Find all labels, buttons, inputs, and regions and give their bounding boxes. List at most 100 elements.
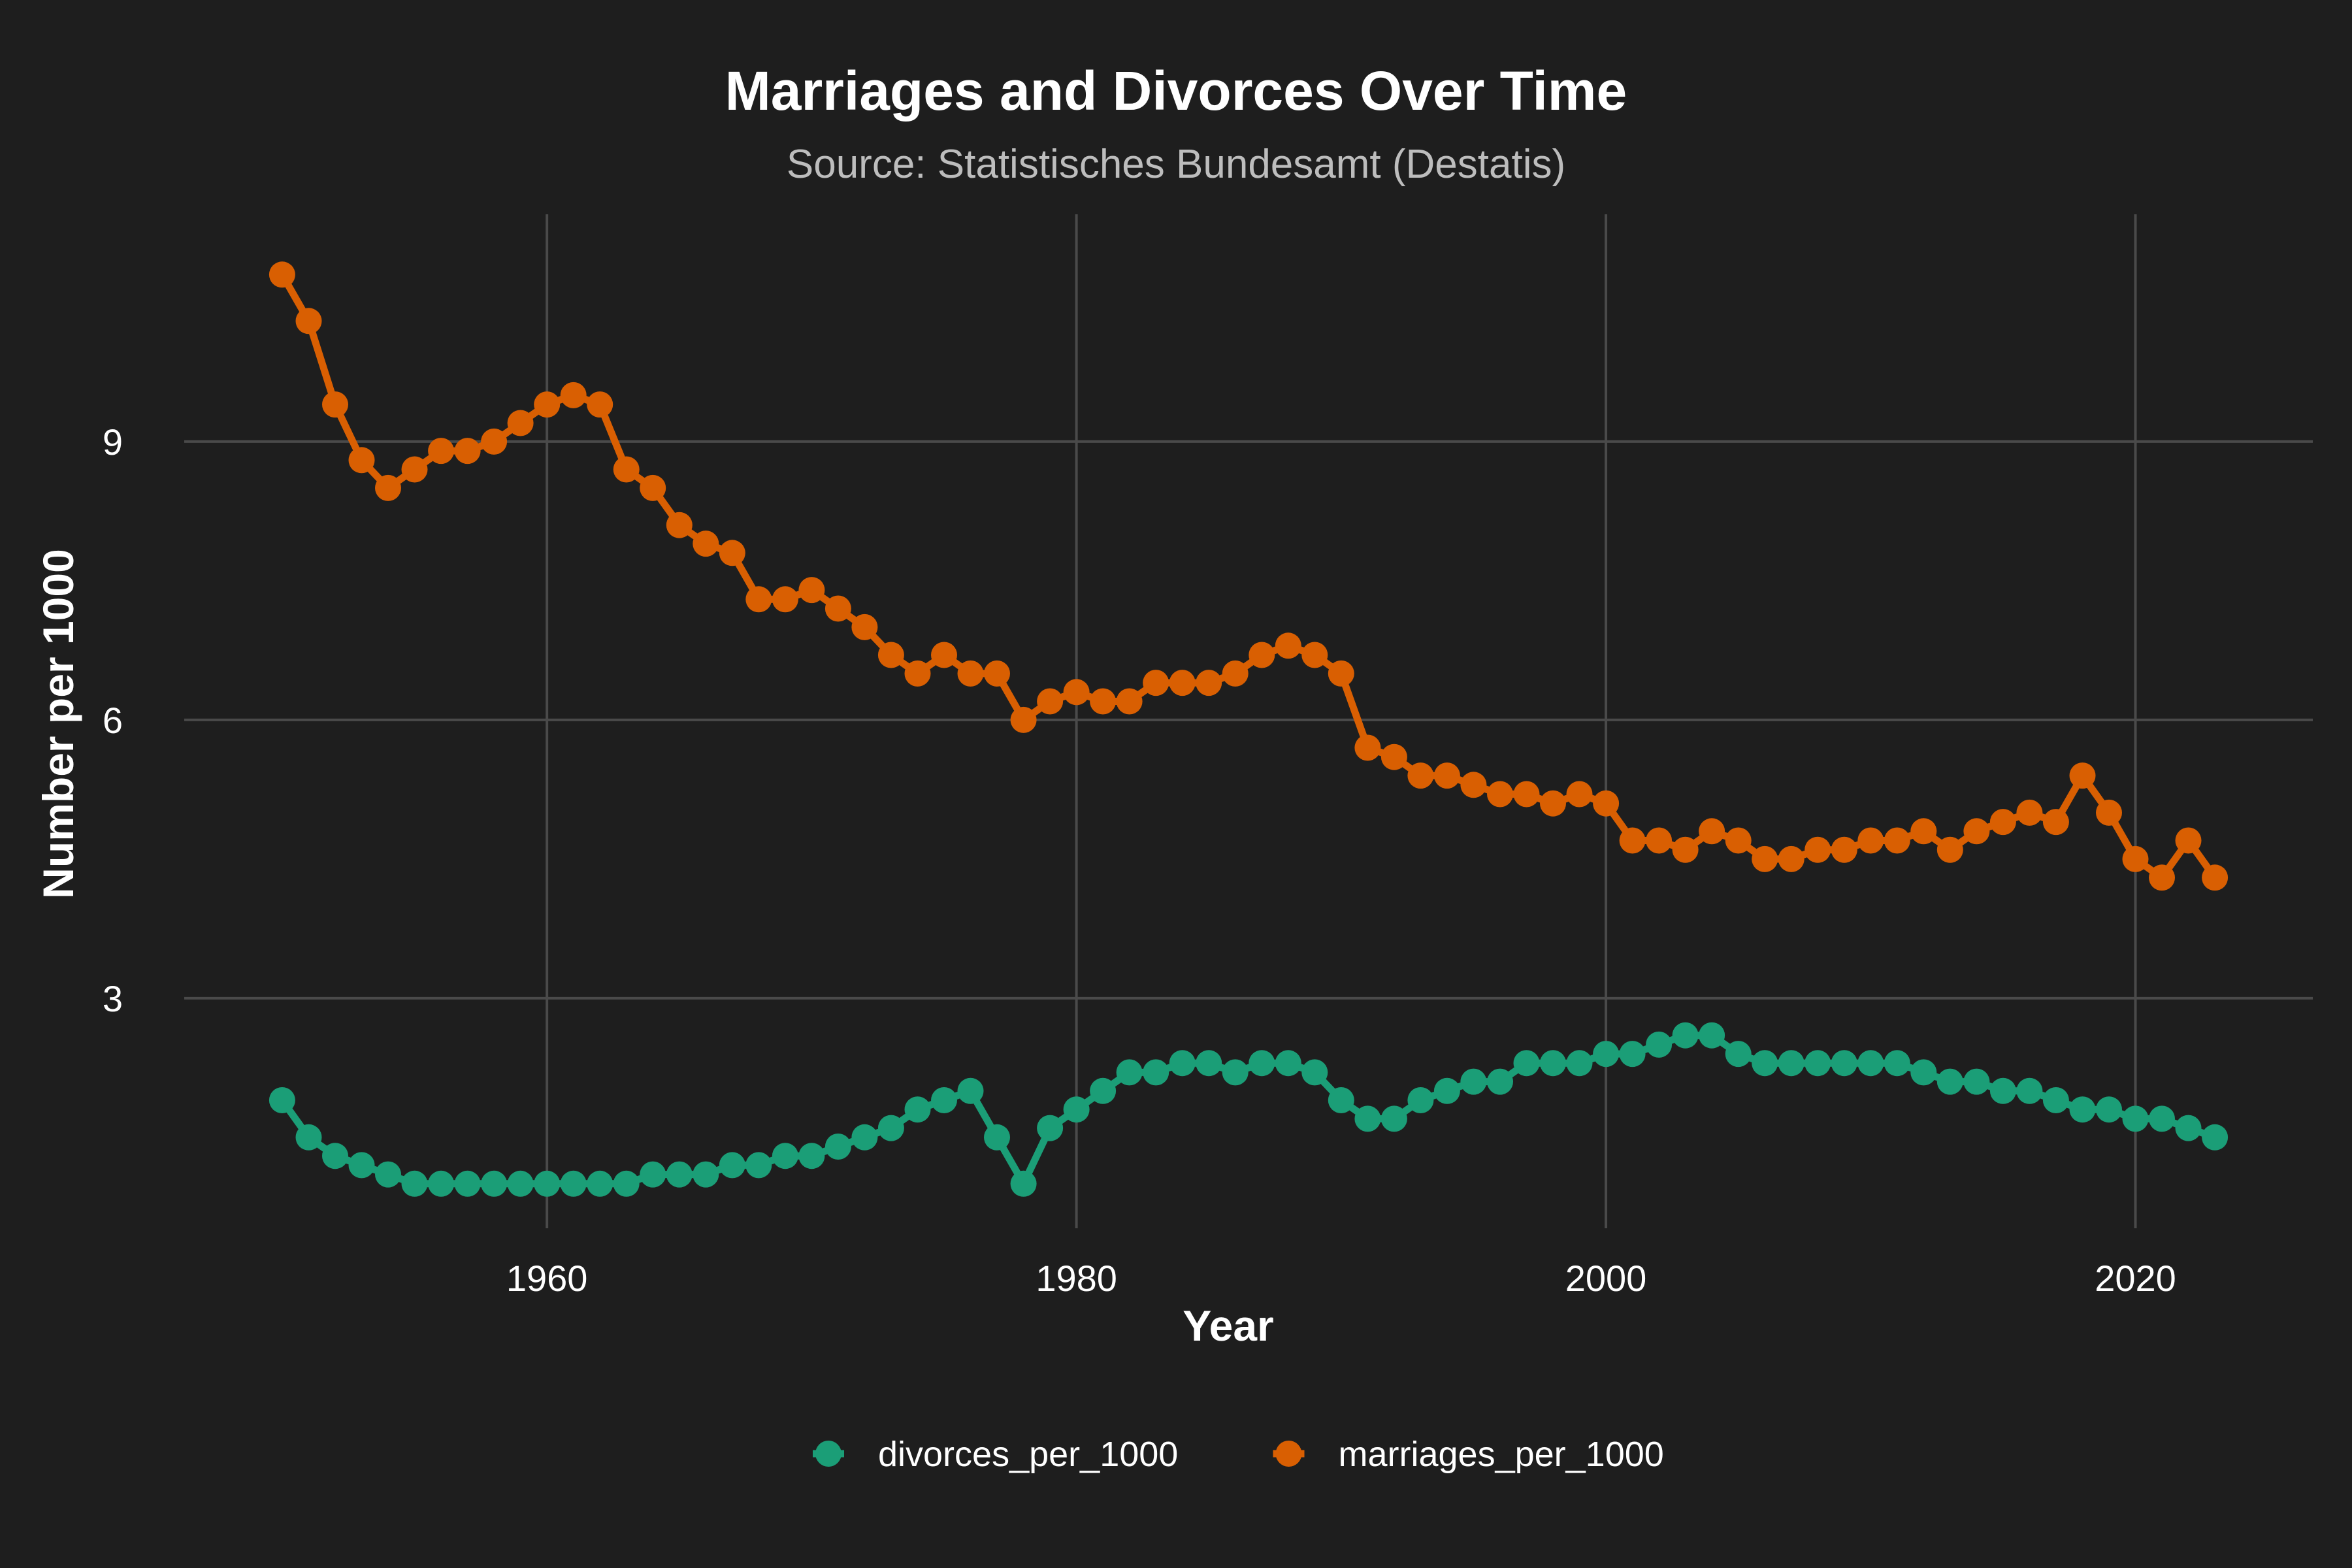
- data-point: [1884, 1050, 1910, 1077]
- data-point: [931, 1087, 957, 1113]
- data-point: [1169, 670, 1196, 696]
- data-point: [534, 1170, 561, 1197]
- data-point: [1380, 743, 1407, 770]
- data-point: [587, 1170, 613, 1197]
- x-tick-label: 1980: [1036, 1258, 1117, 1299]
- data-point: [1275, 1050, 1301, 1077]
- data-point: [1566, 1050, 1593, 1077]
- data-point: [1963, 1068, 1990, 1095]
- data-point: [428, 1170, 455, 1197]
- chart-title: Marriages and Divorces Over Time: [725, 60, 1627, 122]
- data-point: [1063, 679, 1090, 706]
- data-point: [1301, 1059, 1328, 1086]
- data-point: [322, 391, 348, 418]
- x-tick-label: 2000: [1565, 1258, 1647, 1299]
- x-tick-label: 1960: [506, 1258, 588, 1299]
- data-point: [931, 642, 957, 668]
- data-point: [1301, 642, 1328, 668]
- data-point: [507, 1170, 534, 1197]
- data-point: [1169, 1050, 1196, 1077]
- data-point: [1143, 1059, 1169, 1086]
- data-point: [1116, 1059, 1143, 1086]
- data-point: [904, 660, 931, 687]
- legend-label: divorces_per_1000: [878, 1435, 1178, 1474]
- data-point: [745, 586, 772, 613]
- data-point: [2042, 1087, 2069, 1113]
- data-point: [1699, 1022, 1725, 1049]
- data-point: [2202, 1124, 2229, 1151]
- y-axis-tick-labels: 3 6 9: [103, 421, 123, 1019]
- data-point: [1116, 688, 1143, 715]
- data-point: [1752, 1050, 1778, 1077]
- data-point: [2202, 864, 2229, 891]
- data-point: [560, 1170, 587, 1197]
- data-point: [1513, 1050, 1540, 1077]
- data-point: [1460, 1068, 1487, 1095]
- data-point: [2122, 845, 2149, 872]
- data-point: [984, 1124, 1010, 1151]
- data-point: [1831, 836, 1857, 863]
- data-point: [1380, 1105, 1407, 1132]
- data-point: [1672, 1022, 1699, 1049]
- data-point: [2016, 799, 2043, 826]
- data-point: [798, 1143, 825, 1169]
- data-point: [1407, 1087, 1434, 1113]
- data-point: [1460, 772, 1487, 798]
- data-point: [401, 1170, 428, 1197]
- data-point: [719, 1152, 745, 1179]
- data-point: [984, 660, 1010, 687]
- data-point: [1090, 688, 1117, 715]
- data-point: [1328, 1087, 1354, 1113]
- y-tick-label: 9: [103, 421, 123, 463]
- data-point: [693, 531, 719, 557]
- data-point: [295, 308, 322, 335]
- legend-point-key: [1275, 1441, 1302, 1467]
- data-point: [1354, 734, 1381, 761]
- data-point: [1725, 1041, 1752, 1068]
- legend: divorces_per_1000 marriages_per_1000: [813, 1435, 1664, 1474]
- data-point: [745, 1152, 772, 1179]
- data-point: [2069, 1096, 2096, 1123]
- data-point: [322, 1143, 348, 1169]
- data-point: [2149, 1105, 2175, 1132]
- data-point: [1672, 836, 1699, 863]
- data-point: [1433, 1077, 1460, 1104]
- data-point: [877, 642, 904, 668]
- data-point: [1037, 1115, 1064, 1141]
- series-layer: [269, 261, 2229, 1197]
- data-point: [375, 1161, 401, 1188]
- data-point: [1354, 1105, 1381, 1132]
- data-point: [1540, 1050, 1566, 1077]
- data-point: [1249, 1050, 1275, 1077]
- data-point: [481, 428, 508, 455]
- data-point: [428, 438, 455, 465]
- data-point: [269, 1087, 295, 1113]
- data-point: [1010, 706, 1037, 733]
- x-axis-title: Year: [1183, 1301, 1273, 1350]
- data-point: [1196, 1050, 1222, 1077]
- data-point: [1910, 818, 1937, 845]
- data-point: [640, 474, 666, 501]
- data-point: [1857, 827, 1884, 854]
- y-tick-label: 6: [103, 700, 123, 741]
- data-point: [1884, 827, 1910, 854]
- data-point: [1513, 781, 1540, 808]
- data-point: [666, 512, 693, 538]
- data-point: [2175, 827, 2202, 854]
- data-point: [560, 382, 587, 408]
- data-point: [825, 595, 851, 622]
- data-point: [1963, 818, 1990, 845]
- series-marriages_per_1000: [269, 261, 2229, 891]
- data-point: [666, 1161, 693, 1188]
- data-point: [507, 410, 534, 436]
- data-point: [587, 391, 613, 418]
- data-point: [2042, 809, 2069, 836]
- data-point: [1989, 1077, 2016, 1104]
- data-point: [1805, 836, 1831, 863]
- data-point: [1593, 790, 1620, 817]
- data-point: [957, 1077, 984, 1104]
- data-point: [1407, 762, 1434, 789]
- data-point: [1143, 670, 1169, 696]
